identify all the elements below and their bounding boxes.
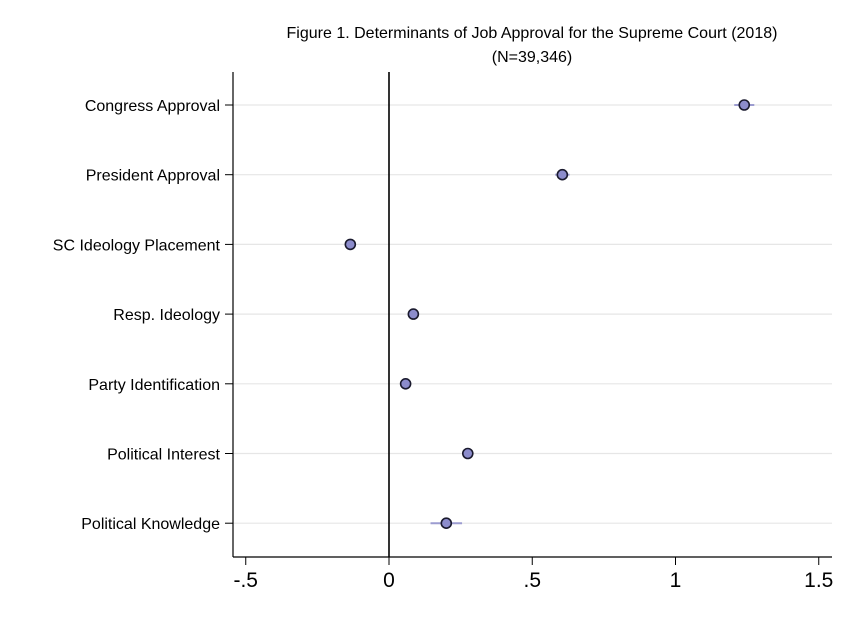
coefficient-point	[738, 99, 751, 111]
coefficient-point	[556, 168, 569, 181]
y-tick-label: Political Interest	[107, 447, 220, 464]
y-tick-label: Resp. Ideology	[113, 307, 220, 324]
x-tick-label: 1	[670, 569, 682, 592]
x-tick-label: 0	[383, 569, 395, 592]
coefficient-point	[344, 238, 357, 251]
y-tick-label: Congress Approval	[85, 98, 220, 115]
coefficient-points	[344, 99, 751, 530]
chart-title: Figure 1. Determinants of Job Approval f…	[287, 25, 778, 42]
x-axis-ticks: -.5 0 .5 1 1.5	[233, 557, 833, 592]
x-tick-label: -.5	[233, 569, 258, 592]
y-tick-label: SC Ideology Placement	[53, 237, 221, 254]
coefficient-point	[440, 517, 453, 530]
category-labels: Congress Approval President Approval SC Id…	[53, 98, 233, 533]
grid-lines	[233, 104, 832, 524]
x-tick-label: 1.5	[804, 569, 833, 592]
coefficient-point	[399, 377, 412, 390]
y-tick-label: Political Knowledge	[81, 516, 220, 533]
x-tick-label: .5	[523, 569, 541, 592]
coefficient-point	[461, 447, 474, 460]
y-tick-label: President Approval	[86, 168, 220, 185]
chart-subtitle: (N=39,346)	[492, 49, 573, 66]
coefficient-point	[407, 308, 420, 320]
y-tick-label: Party Identification	[88, 377, 220, 394]
